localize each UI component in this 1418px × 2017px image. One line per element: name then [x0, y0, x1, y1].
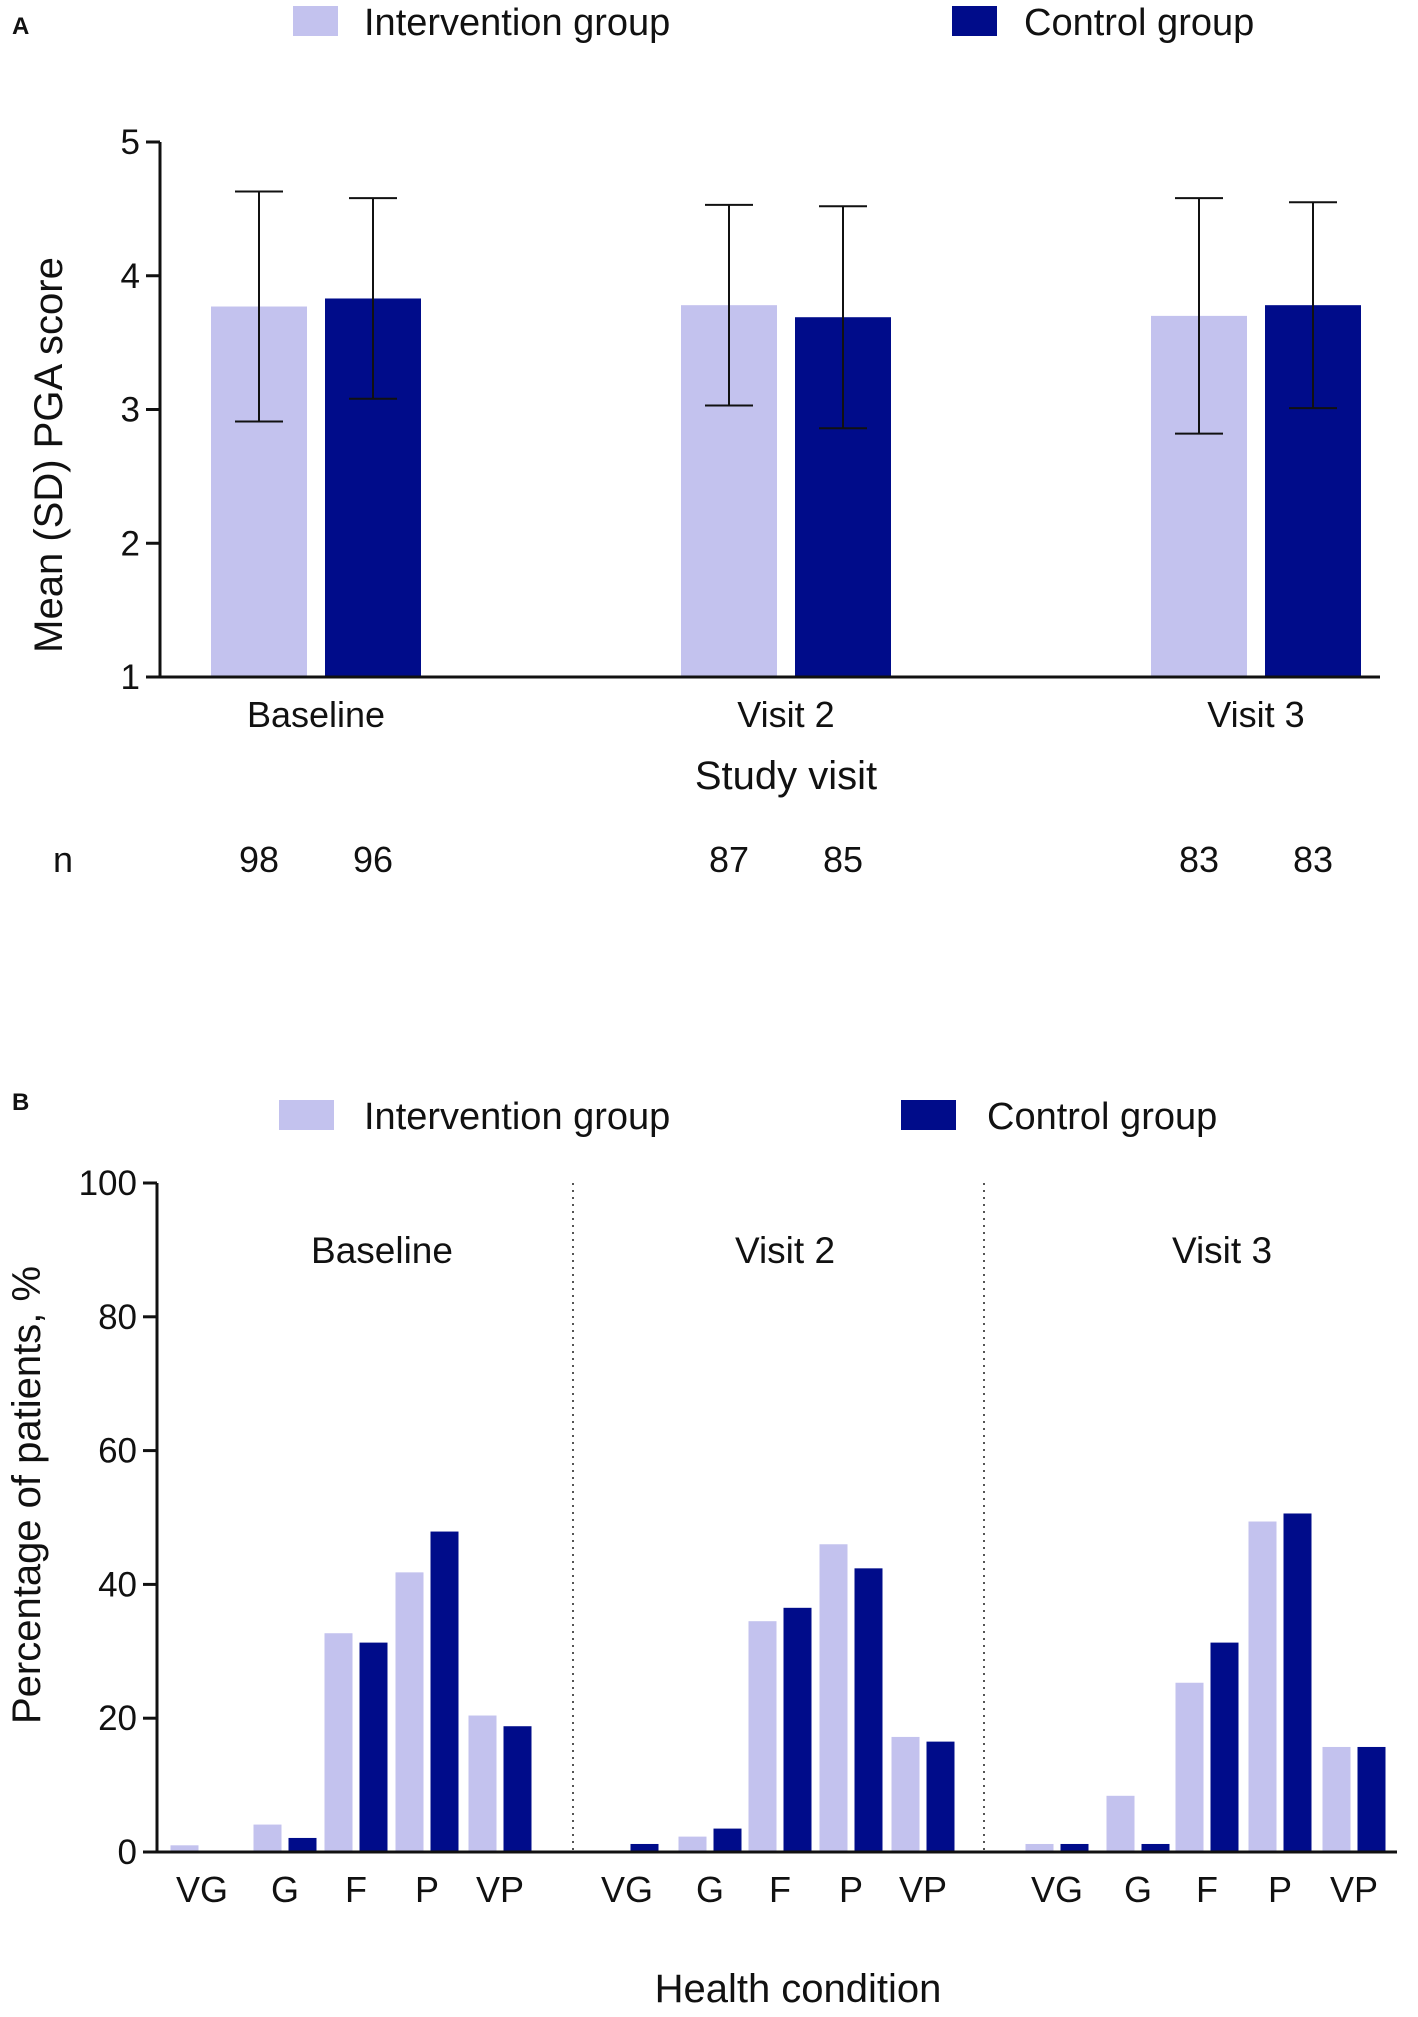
- b-bar-control: [926, 1741, 955, 1852]
- b-bar-control: [503, 1726, 532, 1852]
- n-value: 96: [353, 839, 393, 880]
- b-bar-control: [1060, 1843, 1089, 1852]
- n-value: 83: [1293, 839, 1333, 880]
- b-y-axis-title: Percentage of patients, %: [5, 1266, 49, 1724]
- b-bar-control: [1283, 1513, 1312, 1852]
- b-category-label: F: [769, 1869, 791, 1910]
- panel-b: B Intervention group Control group Basel…: [5, 1089, 1397, 2011]
- b-category-label: VG: [601, 1869, 653, 1910]
- b-bar-intervention: [748, 1621, 777, 1852]
- legend-label-intervention: Intervention group: [364, 1096, 670, 1138]
- b-bar-intervention: [253, 1824, 282, 1852]
- panel-b-label: B: [12, 1089, 29, 1116]
- b-category-label: G: [271, 1869, 299, 1910]
- b-panel-title: Visit 3: [1172, 1230, 1272, 1271]
- b-bar-control: [1357, 1746, 1386, 1852]
- a-y-tick-label: 3: [121, 391, 140, 430]
- a-y-tick-label: 2: [121, 524, 140, 563]
- panel-a: A Intervention group Control group 1 2 3 4 5…: [12, 2, 1380, 880]
- b-bar-control: [854, 1568, 883, 1852]
- b-category-label: P: [415, 1869, 439, 1910]
- b-category-label: VP: [476, 1869, 524, 1910]
- n-value: 83: [1179, 839, 1219, 880]
- a-x-axis-title: Study visit: [695, 754, 877, 798]
- legend-swatch-intervention: [293, 6, 338, 36]
- n-label: n: [53, 839, 73, 880]
- b-category-label: F: [345, 1869, 367, 1910]
- legend-swatch-control: [901, 1100, 956, 1130]
- b-bar-control: [630, 1843, 659, 1852]
- b-bar-intervention: [678, 1836, 707, 1852]
- n-value: 85: [823, 839, 863, 880]
- panel-a-label: A: [12, 13, 29, 40]
- b-bar-intervention: [1025, 1843, 1054, 1852]
- b-bar-control: [713, 1828, 742, 1852]
- b-category-label: G: [696, 1869, 724, 1910]
- a-y-tick-label: 4: [121, 257, 140, 296]
- b-bar-intervention: [1106, 1795, 1135, 1852]
- b-bar-control: [359, 1642, 388, 1852]
- b-category-label: VP: [899, 1869, 947, 1910]
- b-category-label: VG: [176, 1869, 228, 1910]
- b-category-label: P: [839, 1869, 863, 1910]
- b-bar-intervention: [324, 1633, 353, 1852]
- a-category-label: Visit 2: [737, 694, 834, 735]
- b-category-label: F: [1196, 1869, 1218, 1910]
- a-y-tick-label: 1: [121, 658, 140, 697]
- b-bar-intervention: [891, 1736, 920, 1852]
- b-bar-control: [288, 1837, 317, 1852]
- b-y-tick-label: 40: [98, 1565, 137, 1604]
- b-category-label: VG: [1031, 1869, 1083, 1910]
- b-bar-intervention: [468, 1715, 497, 1852]
- b-category-label: VP: [1330, 1869, 1378, 1910]
- b-bar-intervention: [395, 1572, 424, 1852]
- b-y-tick-label: 60: [98, 1432, 137, 1471]
- b-y-tick-label: 80: [98, 1298, 137, 1337]
- a-y-tick-label: 5: [121, 123, 140, 162]
- b-bar-control: [1210, 1642, 1239, 1852]
- legend-label-control: Control group: [1024, 2, 1254, 44]
- b-panel-title: Visit 2: [735, 1230, 835, 1271]
- a-category-label: Baseline: [247, 694, 385, 735]
- b-bar-control: [783, 1607, 812, 1852]
- b-y-tick-label: 100: [79, 1164, 137, 1203]
- n-value: 98: [239, 839, 279, 880]
- b-bar-intervention: [1248, 1521, 1277, 1852]
- a-y-axis-title: Mean (SD) PGA score: [27, 257, 71, 653]
- b-bar-control: [430, 1531, 459, 1852]
- b-x-axis-title: Health condition: [655, 1967, 942, 2011]
- legend-label-control: Control group: [987, 1096, 1217, 1138]
- legend-label-intervention: Intervention group: [364, 2, 670, 44]
- legend-swatch-control: [952, 6, 997, 36]
- legend-swatch-intervention: [279, 1100, 334, 1130]
- b-y-tick-label: 0: [118, 1833, 137, 1872]
- b-bar-intervention: [819, 1544, 848, 1852]
- b-y-tick-label: 20: [98, 1699, 137, 1738]
- b-bar-intervention: [170, 1845, 199, 1852]
- b-panel-title: Baseline: [311, 1230, 453, 1271]
- a-category-label: Visit 3: [1207, 694, 1304, 735]
- b-category-label: P: [1268, 1869, 1292, 1910]
- b-bar-intervention: [1322, 1746, 1351, 1852]
- b-category-label: G: [1124, 1869, 1152, 1910]
- n-value: 87: [709, 839, 749, 880]
- b-bar-control: [1141, 1843, 1170, 1852]
- b-bar-intervention: [1175, 1682, 1204, 1852]
